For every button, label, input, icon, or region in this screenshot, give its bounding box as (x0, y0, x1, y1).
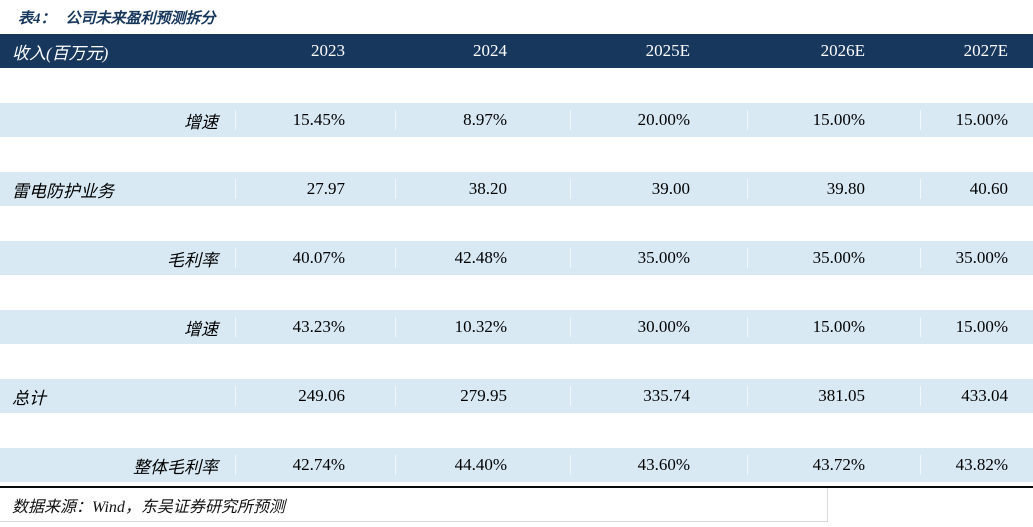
cell-value: 42.48% (395, 248, 570, 268)
row-spacer (0, 275, 1033, 310)
row-spacer (0, 482, 1033, 486)
cell-value: 40.60 (920, 179, 1033, 199)
table-row-total: 总计 249.06 279.95 335.74 381.05 433.04 (0, 379, 1033, 413)
table-bottom-border (0, 486, 1033, 488)
cell-value: 42.74% (235, 455, 395, 475)
cell-value: 43.23% (235, 317, 395, 337)
cell-value: 40.07% (235, 248, 395, 268)
row-label: 雷电防护业务 (12, 181, 114, 201)
header-cell-year-2025e: 2025E (645, 41, 690, 60)
source-note-text: 数据来源：Wind，东吴证券研究所预测 (12, 498, 285, 516)
row-spacer (0, 68, 1033, 103)
source-note: 数据来源：Wind，东吴证券研究所预测 (0, 488, 828, 522)
row-label: 增速 (184, 319, 218, 339)
cell-value: 15.45% (235, 110, 395, 130)
cell-value: 279.95 (395, 386, 570, 406)
cell-value: 15.00% (920, 110, 1033, 130)
cell-value: 10.32% (395, 317, 570, 337)
cell-value: 27.97 (235, 179, 395, 199)
table-row-lightning-protection-business: 雷电防护业务 27.97 38.20 39.00 39.80 40.60 (0, 172, 1033, 206)
row-label: 总计 (12, 388, 46, 408)
cell-value: 249.06 (235, 386, 395, 406)
cell-value: 39.80 (747, 179, 920, 199)
cell-value: 38.20 (395, 179, 570, 199)
header-cell-year-2026e: 2026E (820, 41, 865, 60)
header-cell-year-2027e: 2027E (963, 41, 1008, 60)
cell-value: 43.82% (920, 455, 1033, 475)
header-cell-year-2024: 2024 (473, 41, 507, 60)
table-row-gross-margin: 毛利率 40.07% 42.48% 35.00% 35.00% 35.00% (0, 241, 1033, 275)
table-row-growth-rate-1: 增速 15.45% 8.97% 20.00% 15.00% 15.00% (0, 103, 1033, 137)
row-label: 整体毛利率 (133, 457, 218, 477)
row-spacer (0, 413, 1033, 448)
header-cell-revenue-unit: 收入(百万元) (12, 43, 109, 63)
table-title-text: 公司未来盈利预测拆分 (65, 11, 216, 27)
table-row-growth-rate-2: 增速 43.23% 10.32% 30.00% 15.00% 15.00% (0, 310, 1033, 344)
row-spacer (0, 206, 1033, 241)
cell-value: 35.00% (747, 248, 920, 268)
row-spacer (0, 344, 1033, 379)
header-cell-year-2023: 2023 (311, 41, 345, 60)
table-header-row: 收入(百万元) 2023 2024 2025E 2026E 2027E (0, 34, 1033, 68)
cell-value: 35.00% (920, 248, 1033, 268)
cell-value: 43.60% (570, 455, 747, 475)
cell-value: 43.72% (747, 455, 920, 475)
row-spacer (0, 137, 1033, 172)
cell-value: 35.00% (570, 248, 747, 268)
cell-value: 15.00% (920, 317, 1033, 337)
cell-value: 8.97% (395, 110, 570, 130)
table-row-overall-gross-margin: 整体毛利率 42.74% 44.40% 43.60% 43.72% 43.82% (0, 448, 1033, 482)
cell-value: 30.00% (570, 317, 747, 337)
cell-value: 39.00 (570, 179, 747, 199)
table-title: 表4： 公司未来盈利预测拆分 (0, 0, 1033, 34)
cell-value: 335.74 (570, 386, 747, 406)
cell-value: 433.04 (920, 386, 1033, 406)
row-label: 毛利率 (167, 250, 218, 270)
row-label: 增速 (184, 112, 218, 132)
table-title-prefix: 表4： (18, 11, 56, 27)
cell-value: 381.05 (747, 386, 920, 406)
cell-value: 15.00% (747, 317, 920, 337)
cell-value: 15.00% (747, 110, 920, 130)
cell-value: 20.00% (570, 110, 747, 130)
cell-value: 44.40% (395, 455, 570, 475)
